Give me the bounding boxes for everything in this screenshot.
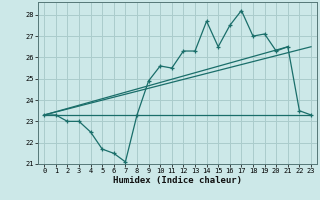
X-axis label: Humidex (Indice chaleur): Humidex (Indice chaleur) <box>113 176 242 185</box>
